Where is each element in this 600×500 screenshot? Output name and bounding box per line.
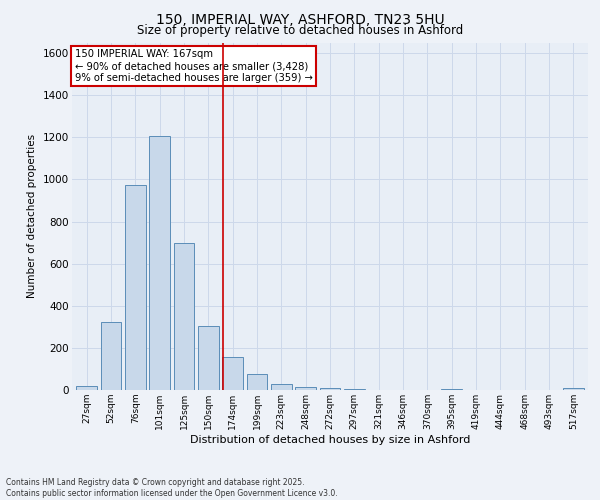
Bar [101, 322, 121, 390]
Bar [344, 389, 365, 390]
Text: Size of property relative to detached houses in Ashford: Size of property relative to detached ho… [137, 24, 463, 37]
Bar [125, 184, 146, 390]
Bar [173, 242, 194, 390]
Bar [442, 389, 462, 390]
Bar [222, 358, 243, 390]
Text: Contains HM Land Registry data © Crown copyright and database right 2025.
Contai: Contains HM Land Registry data © Crown c… [6, 478, 338, 498]
Text: 150 IMPERIAL WAY: 167sqm
← 90% of detached houses are smaller (3,428)
9% of semi: 150 IMPERIAL WAY: 167sqm ← 90% of detach… [74, 50, 313, 82]
Bar [149, 136, 170, 390]
Y-axis label: Number of detached properties: Number of detached properties [28, 134, 37, 298]
Bar [76, 386, 97, 390]
Text: 150, IMPERIAL WAY, ASHFORD, TN23 5HU: 150, IMPERIAL WAY, ASHFORD, TN23 5HU [155, 12, 445, 26]
X-axis label: Distribution of detached houses by size in Ashford: Distribution of detached houses by size … [190, 434, 470, 444]
Bar [247, 374, 268, 390]
Bar [198, 326, 218, 390]
Bar [563, 388, 584, 390]
Bar [271, 384, 292, 390]
Bar [295, 387, 316, 390]
Bar [320, 388, 340, 390]
